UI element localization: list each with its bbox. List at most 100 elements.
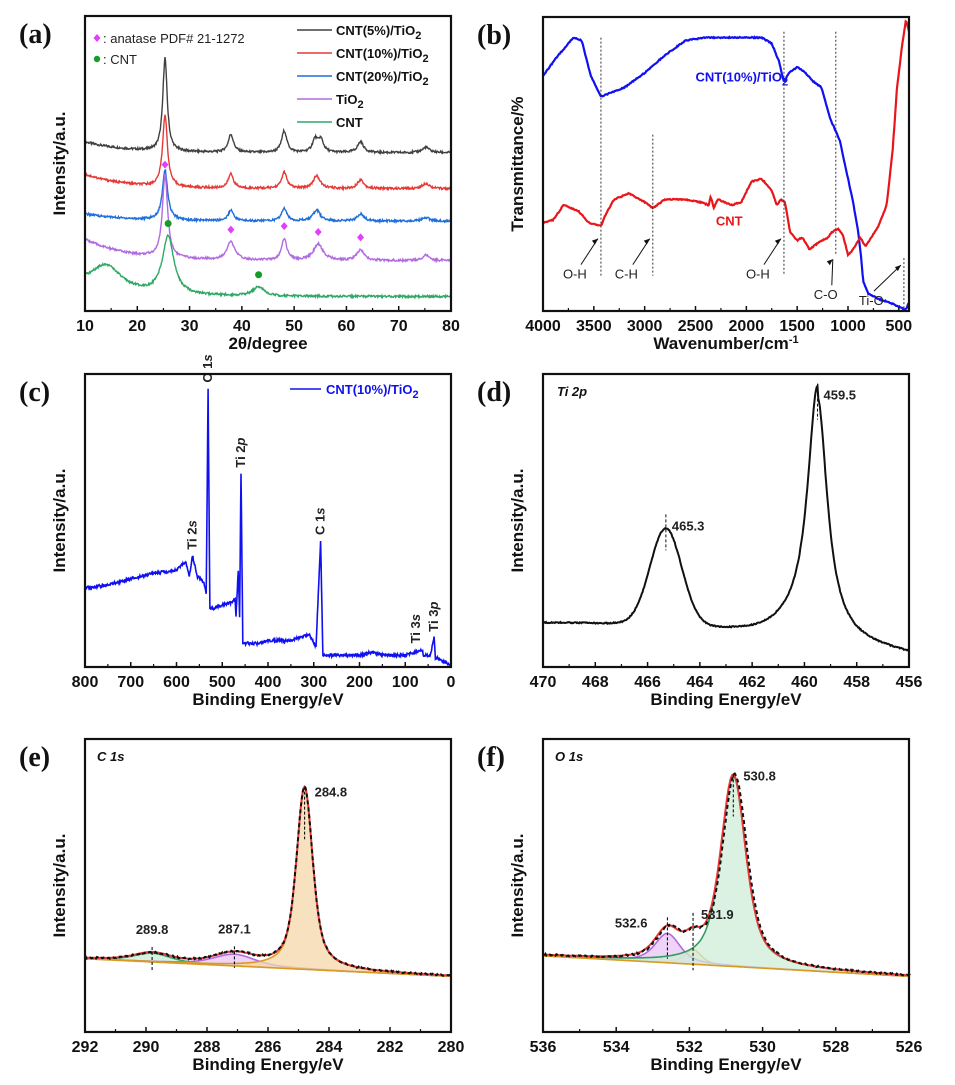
x-tick-label: 280 <box>438 1039 465 1056</box>
plot-frame <box>83 372 453 669</box>
annotation-label: C-H <box>615 267 638 282</box>
legend-label: CNT(5%)/TiO2 <box>336 23 421 42</box>
panel-label: (c) <box>19 377 50 408</box>
x-tick-label: 2500 <box>678 318 714 335</box>
panel-label: (f) <box>477 742 505 773</box>
x-tick-label: 526 <box>896 1039 923 1056</box>
x-tick-label: 530 <box>749 1039 776 1056</box>
x-axis-label: Binding Energy/eV <box>650 1055 802 1074</box>
legend-label: CNT(20%)/TiO2 <box>336 69 429 88</box>
x-tick-label: 288 <box>194 1039 221 1056</box>
arrowhead-icon <box>894 265 901 272</box>
x-tick-label: 460 <box>791 674 818 691</box>
anatase-marker <box>357 233 365 242</box>
x-tick-label: 300 <box>300 674 327 691</box>
x-axis-label: 2θ/degree <box>228 334 307 353</box>
anatase-marker <box>227 225 235 234</box>
legend-label: TiO2 <box>336 92 364 111</box>
panel-e: 292 290 288 286 284 282 280 (e) Intensity/a.u. Bi… <box>19 737 465 1074</box>
x-tick-label: 286 <box>255 1039 282 1056</box>
series-line-CNT(5%)/TiO2 <box>84 57 452 156</box>
baseline-line <box>85 958 451 978</box>
x-tick-label: 400 <box>255 674 282 691</box>
annotation-label: C-O <box>814 287 838 302</box>
panel-b: 4000 3500 3000 2500 2000 1500 1000 500 (b) Transm… <box>477 15 912 353</box>
x-tick-label: 470 <box>530 674 557 691</box>
panel-c: 800 700 600 500 400 300 200 100 0 (c) Intensity/a.… <box>19 354 456 709</box>
x-tick-label: 1000 <box>830 318 866 335</box>
series-line-CNT <box>84 234 452 300</box>
series-line-CNT(10%)/TiO2 <box>84 114 452 192</box>
x-tick-label: 528 <box>822 1039 849 1056</box>
arrowhead-icon <box>826 259 833 266</box>
anatase-marker <box>280 222 288 231</box>
cnt-marker <box>164 220 172 228</box>
panel-label: (d) <box>477 377 511 408</box>
x-tick-label: 0 <box>447 674 456 691</box>
component-line-C-C/C=C <box>85 786 452 977</box>
x-tick-label: 4000 <box>525 318 561 335</box>
arrowhead-icon <box>591 238 598 245</box>
series-label: CNT <box>716 214 743 229</box>
y-axis-label: Intensity/a.u. <box>50 834 69 938</box>
fit-envelope-line <box>84 784 451 977</box>
peak-label: 465.3 <box>672 518 705 533</box>
legend-label: CNT <box>336 115 363 130</box>
annotation-label: O-H <box>563 267 587 282</box>
legend-circle-icon <box>93 55 101 63</box>
x-tick-label: 292 <box>72 1039 99 1056</box>
x-tick-label: 10 <box>76 318 94 335</box>
series-line-TiO2 <box>84 173 452 264</box>
x-tick-label: 40 <box>233 318 251 335</box>
x-tick-label: 2000 <box>729 318 765 335</box>
x-axis-label: Binding Energy/eV <box>650 690 802 709</box>
peak-label: C 1s <box>313 508 328 535</box>
baseline-line <box>542 955 909 978</box>
plot-frame <box>541 372 911 669</box>
peak-label: Ti 2p <box>233 437 248 467</box>
y-axis-label: Intensity/a.u. <box>508 834 527 938</box>
x-tick-label: 462 <box>739 674 766 691</box>
x-tick-label: 30 <box>181 318 199 335</box>
x-tick-label: 500 <box>209 674 236 691</box>
peak-label: 531.9 <box>701 907 734 922</box>
panel-f: 536 534 532 530 528 526 (f) Intensity/a.u. Bindi… <box>477 737 923 1074</box>
y-axis-label: Transmittance/% <box>508 96 527 231</box>
experimental-dashed-line <box>543 772 912 977</box>
x-tick-label: 532 <box>676 1039 703 1056</box>
x-tick-label: 100 <box>392 674 419 691</box>
panel-title: C 1s <box>97 749 124 764</box>
marker-legend-label: : anatase PDF# 21-1272 <box>103 31 245 46</box>
x-tick-label: 500 <box>885 318 912 335</box>
x-tick-label: 1500 <box>779 318 815 335</box>
x-tick-label: 536 <box>530 1039 557 1056</box>
x-tick-label: 290 <box>133 1039 160 1056</box>
peak-label: 459.5 <box>824 388 857 403</box>
plot-frame <box>83 14 453 313</box>
panel-a: 10 20 30 40 50 60 70 80 (a) Intensity/a.u. 2θ/degr… <box>19 14 460 353</box>
peak-label: Ti 3s <box>408 614 423 643</box>
component-fill-C-C/C=C <box>85 787 451 977</box>
legend-diamond-icon <box>93 34 101 42</box>
x-tick-label: 700 <box>117 674 144 691</box>
panel-label: (e) <box>19 742 50 773</box>
plot-frame <box>83 737 453 1034</box>
y-axis-label: Intensity/a.u. <box>508 469 527 573</box>
x-tick-label: 70 <box>390 318 408 335</box>
peak-label: Ti 3p <box>426 602 441 632</box>
x-tick-label: 456 <box>896 674 923 691</box>
x-tick-label: 466 <box>634 674 661 691</box>
x-tick-label: 3500 <box>576 318 612 335</box>
plot-frame <box>541 737 911 1034</box>
experimental-dashed-line <box>84 784 452 977</box>
cnt-marker <box>255 271 263 279</box>
annotation-arrow <box>831 259 834 286</box>
x-tick-label: 464 <box>687 674 714 691</box>
x-tick-label: 534 <box>603 1039 630 1056</box>
x-tick-label: 60 <box>338 318 356 335</box>
panel-label: (a) <box>19 19 52 50</box>
x-tick-label: 282 <box>377 1039 404 1056</box>
x-tick-label: 80 <box>442 318 460 335</box>
panel-title: Ti 2p <box>557 384 587 399</box>
